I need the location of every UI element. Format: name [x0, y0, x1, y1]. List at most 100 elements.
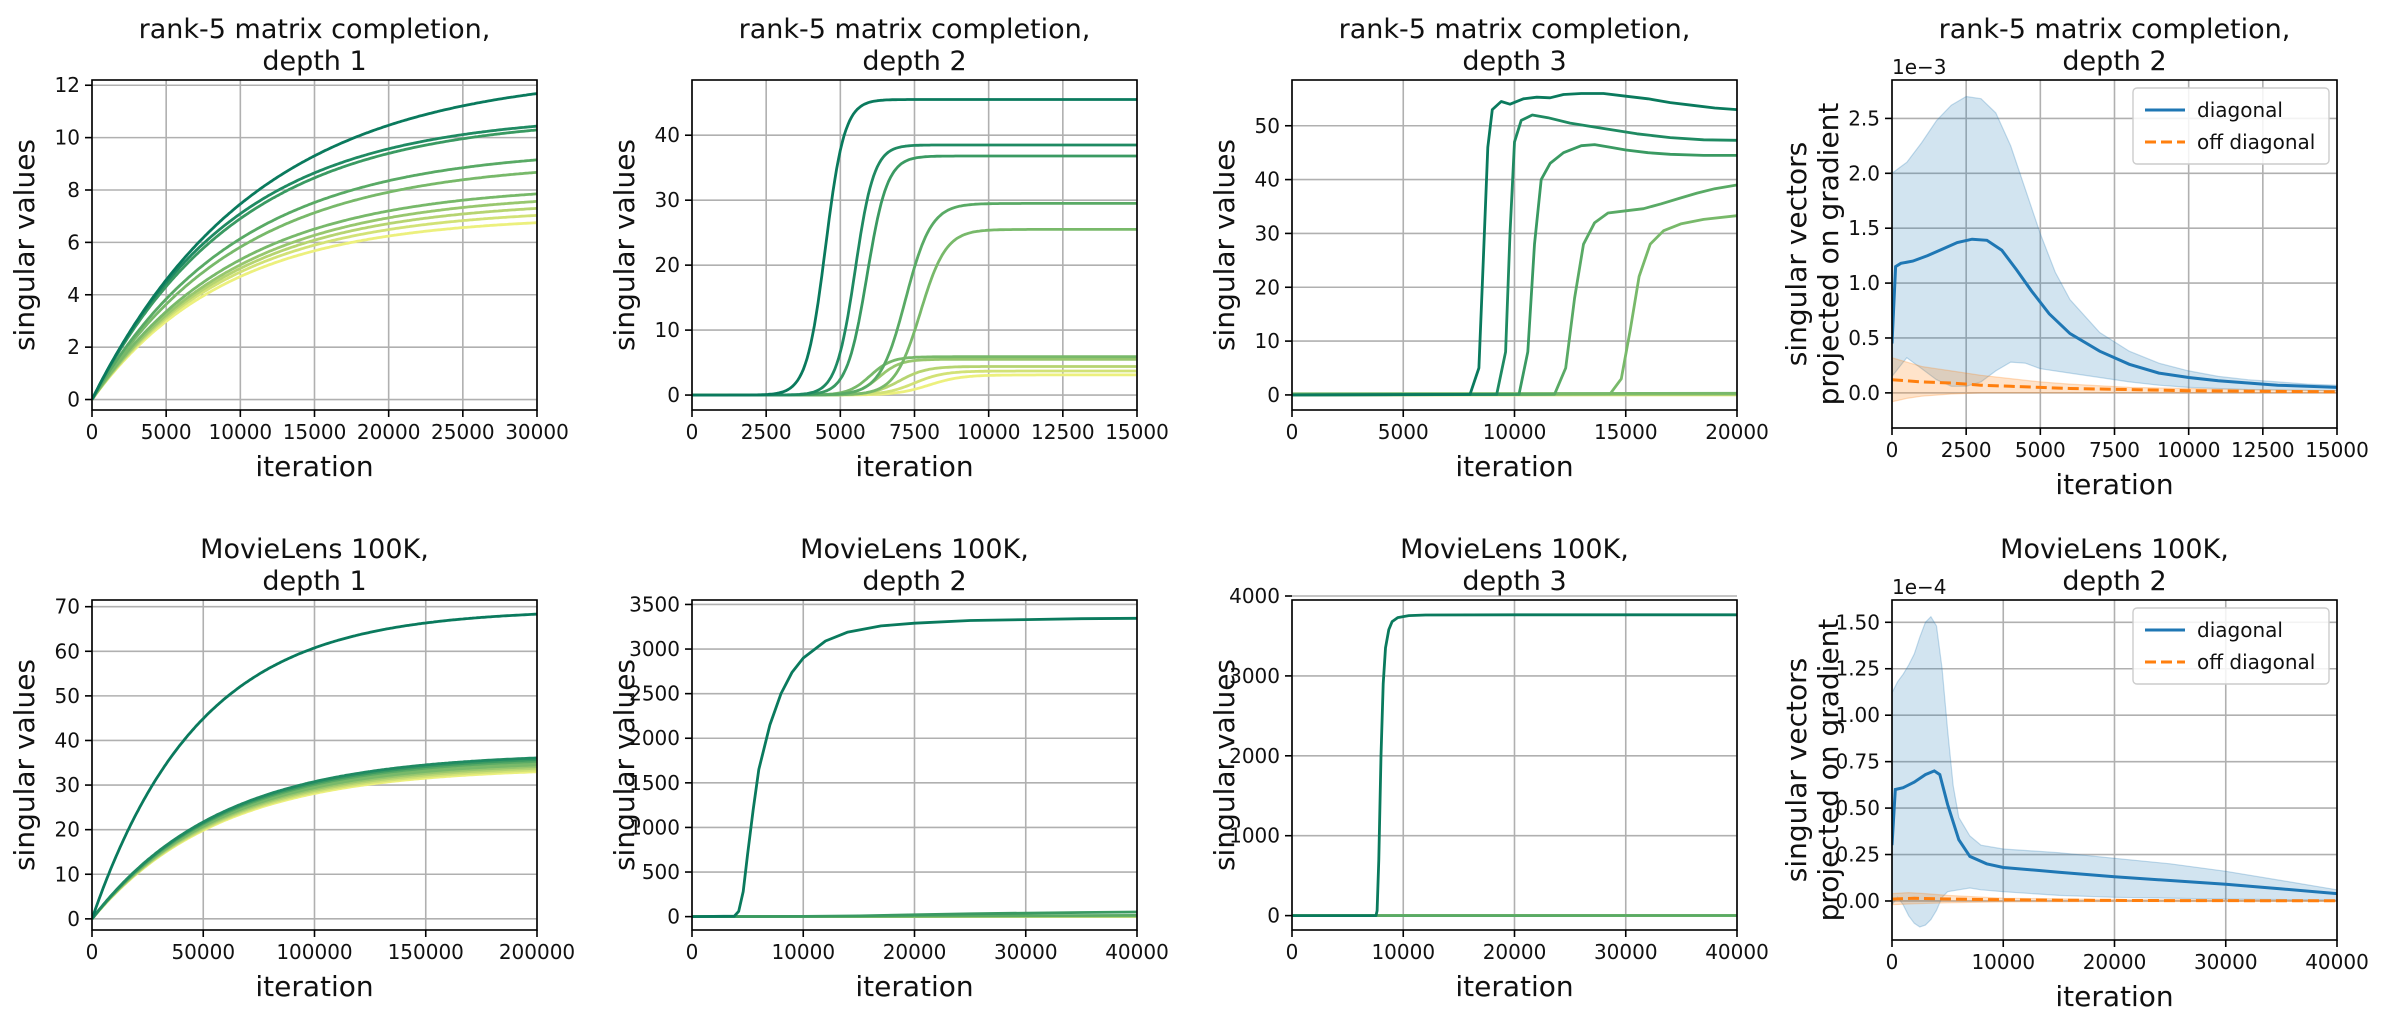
- grid: [1291, 80, 1738, 410]
- y-tick-label: 0.25: [1835, 843, 1880, 867]
- y-tick-label: 0: [1267, 904, 1280, 928]
- x-axis-label: iteration: [855, 450, 973, 483]
- y-tick-label: 3000: [1229, 664, 1280, 688]
- series-line-sv2: [692, 910, 1137, 918]
- series-line-sv5: [1292, 214, 1737, 397]
- panel-title: MovieLens 100K,: [200, 534, 429, 565]
- x-tick-label: 5000: [1378, 420, 1429, 444]
- x-tick-label: 5000: [815, 420, 866, 444]
- diagonal-line: [1892, 769, 2337, 896]
- y-tick-label: 40: [1255, 168, 1280, 192]
- x-tick-label: 2500: [1941, 438, 1992, 462]
- plot-area: [92, 612, 537, 920]
- x-tick-label: 10000: [957, 420, 1021, 444]
- series-line-sv7: [92, 200, 537, 401]
- series-line-sv9: [92, 214, 537, 401]
- y-tick-label: 6: [67, 230, 80, 254]
- x-tick-label: 10000: [1971, 950, 2035, 974]
- y-tick-label: 2.5: [1848, 106, 1880, 130]
- y-tick-label: 10: [55, 126, 80, 150]
- x-tick-label: 5000: [2015, 438, 2066, 462]
- y-axis-label: singular vectors: [1780, 658, 1813, 882]
- series-line-sv4: [1292, 183, 1737, 397]
- series-line-sv3: [1292, 143, 1737, 397]
- x-tick-label: 10000: [2157, 438, 2221, 462]
- x-tick-label: 0: [686, 420, 699, 444]
- x-tick-label: 20000: [1705, 420, 1769, 444]
- y-axis-label: singular values: [608, 659, 641, 871]
- panel-p6: 0 10000 20000 30000 40000 0 500 1000 1500 2000 250…: [608, 534, 1169, 1003]
- panel-title: MovieLens 100K,: [2000, 534, 2229, 565]
- y-tick-label: 0.00: [1835, 889, 1880, 913]
- panel-title: depth 1: [262, 566, 366, 597]
- panel-p2: 0 2500 5000 7500 10000 12500 15000 0 10 20 30 40 ran…: [608, 14, 1169, 483]
- y-tick-label: 40: [55, 728, 80, 752]
- y-tick-label: 50: [1255, 114, 1280, 138]
- y-tick-label: 30: [1255, 221, 1280, 245]
- y-tick-label: 500: [642, 860, 680, 884]
- panel-p7: 0 10000 20000 30000 40000 0 1000 2000 3000 4000 Mo…: [1208, 534, 1769, 1003]
- plot-area: [1892, 615, 2337, 928]
- y-tick-label: 10: [655, 318, 680, 342]
- x-tick-label: 40000: [1705, 940, 1769, 964]
- y-tick-label: 30: [55, 773, 80, 797]
- x-tick-label: 0: [1886, 950, 1899, 974]
- series-line-sv1: [692, 616, 1137, 918]
- panel-title: MovieLens 100K,: [800, 534, 1029, 565]
- x-tick-label: 150000: [388, 940, 464, 964]
- plot-area: [1292, 92, 1737, 397]
- x-tick-label: 10000: [209, 420, 273, 444]
- y-tick-label: 1500: [629, 771, 680, 795]
- x-tick-label: 30000: [994, 940, 1058, 964]
- y-tick-label: 20: [655, 253, 680, 277]
- plot-area: [1892, 95, 2337, 403]
- y-tick-label: 0: [667, 905, 680, 929]
- diagonal-band: [1892, 615, 2337, 928]
- x-tick-label: 20000: [883, 940, 947, 964]
- plot-area: [692, 98, 1137, 397]
- x-tick-label: 200000: [499, 940, 575, 964]
- y-tick-label: 1.00: [1835, 703, 1880, 727]
- off-diagonal-band: [1892, 891, 2337, 906]
- x-axis-label: iteration: [255, 970, 373, 1003]
- x-tick-label: 15000: [1594, 420, 1658, 444]
- y-axis-label: singular values: [1208, 139, 1241, 351]
- y-tick-label: 1.25: [1835, 657, 1880, 681]
- series-line-sv1: [92, 612, 537, 920]
- y-tick-label: 0.75: [1835, 750, 1880, 774]
- y-tick-label: 20: [55, 818, 80, 842]
- x-tick-label: 12500: [2231, 438, 2295, 462]
- x-tick-label: 40000: [2305, 950, 2369, 974]
- panel-title: depth 3: [1462, 566, 1566, 597]
- legend: diagonal off diagonal: [2132, 87, 2330, 165]
- x-tick-label: 40000: [1105, 940, 1169, 964]
- y-tick-label: 40: [655, 123, 680, 147]
- panel-title: rank-5 matrix completion,: [1339, 14, 1691, 45]
- x-tick-label: 0: [686, 940, 699, 964]
- y-tick-label: 4: [67, 283, 80, 307]
- series-line-sv1: [1292, 613, 1737, 917]
- panel-title: depth 1: [262, 46, 366, 77]
- y-tick-label: 12: [55, 73, 80, 97]
- legend-diagonal-label: diagonal: [2197, 98, 2283, 122]
- x-tick-label: 30000: [1594, 940, 1658, 964]
- series-line-sv2: [92, 756, 537, 920]
- y-axis-label: singular values: [8, 659, 41, 871]
- x-axis-label: iteration: [1455, 450, 1573, 483]
- off-diagonal-line: [1892, 378, 2337, 394]
- x-tick-label: 30000: [2194, 950, 2258, 974]
- panel-title: depth 2: [2062, 566, 2166, 597]
- series-line-sv1: [92, 92, 537, 401]
- panel-p3: 0 5000 10000 15000 20000 0 10 20 30 40 50 rank-5 ma…: [1208, 14, 1769, 483]
- legend: diagonal off diagonal: [2132, 607, 2330, 685]
- series-line-sv2: [92, 124, 537, 401]
- y-tick-label: 3000: [629, 637, 680, 661]
- y-tick-label: 30: [655, 188, 680, 212]
- panel-title: MovieLens 100K,: [1400, 534, 1629, 565]
- x-tick-label: 10000: [771, 940, 835, 964]
- x-tick-label: 15000: [1105, 420, 1169, 444]
- x-tick-label: 7500: [889, 420, 940, 444]
- x-tick-label: 0: [86, 940, 99, 964]
- x-tick-label: 50000: [171, 940, 235, 964]
